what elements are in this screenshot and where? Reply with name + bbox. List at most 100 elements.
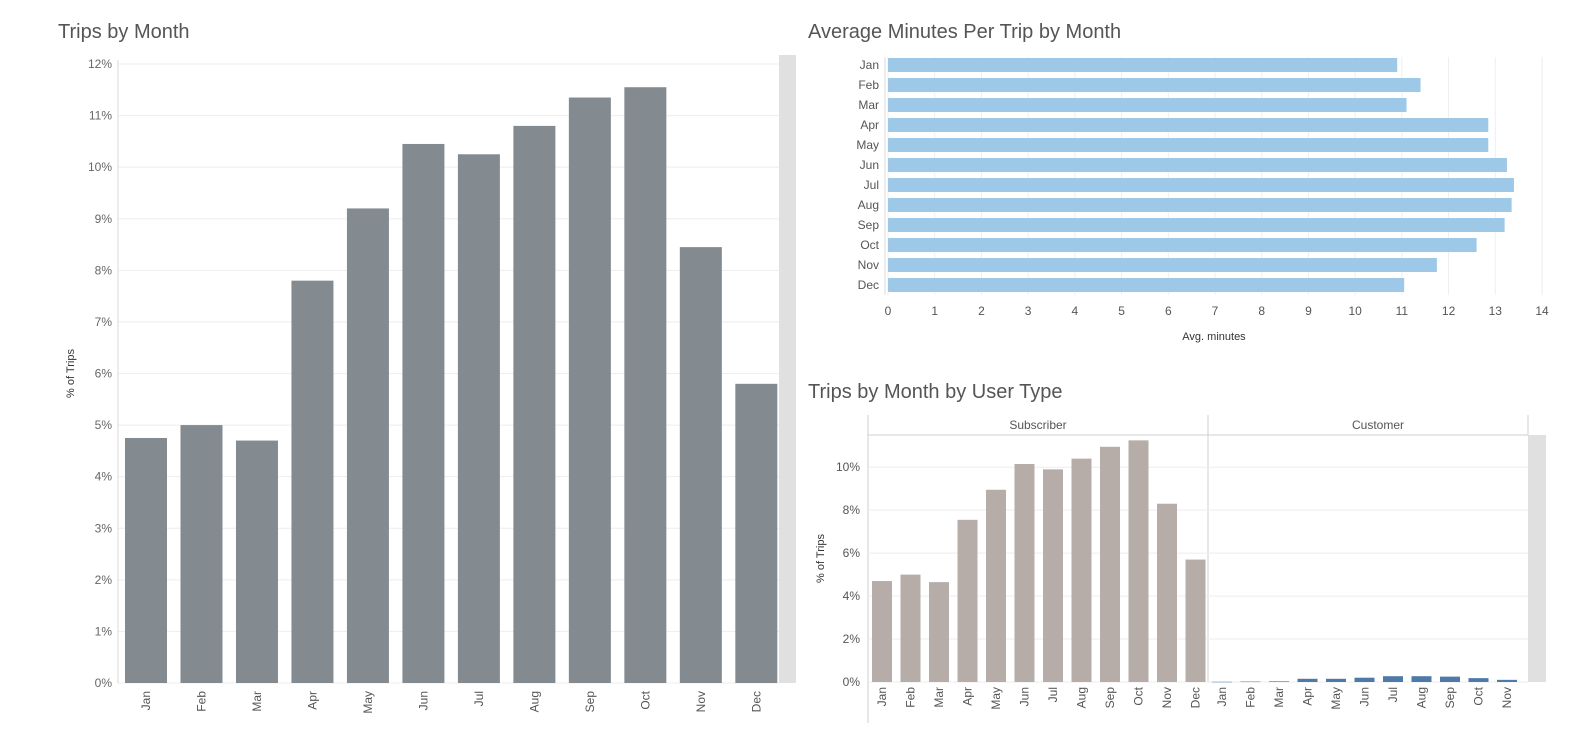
x-tick-label: Mar — [1272, 687, 1286, 708]
y-tick-label: 4% — [95, 470, 113, 484]
x-tick-label: Apr — [305, 691, 319, 710]
bar-subscriber-oct — [1128, 440, 1149, 682]
x-tick-label: 5 — [1118, 304, 1125, 318]
bar-apr — [291, 280, 334, 683]
x-tick-label: 10 — [1348, 304, 1362, 318]
bar-nov — [679, 247, 722, 683]
y-tick-label: 1% — [95, 624, 113, 638]
bar-customer-may — [1326, 678, 1346, 682]
y-tick-label: 0% — [95, 676, 113, 690]
bar-may — [346, 208, 389, 683]
y-tick-label: 3% — [95, 521, 113, 535]
y-tick-label: 4% — [843, 589, 861, 603]
y-tick-label: 8% — [95, 263, 113, 277]
bar-subscriber-mar — [929, 582, 949, 682]
x-tick-label: Jun — [1358, 687, 1372, 706]
bar-jan — [125, 437, 167, 683]
y-tick-label: Jan — [860, 58, 879, 72]
y-tick-label: 2% — [843, 632, 861, 646]
bar-customer-jan — [1212, 681, 1232, 683]
bar-nov — [888, 258, 1437, 272]
bar-subscriber-jul — [1043, 469, 1063, 682]
bar-mar — [235, 440, 278, 683]
x-tick-label: Aug — [1415, 687, 1429, 708]
x-tick-label: Jun — [416, 691, 430, 710]
x-tick-label: May — [361, 691, 375, 714]
y-tick-label: 7% — [95, 315, 113, 329]
x-tick-label: 6 — [1165, 304, 1172, 318]
x-tick-label: 8 — [1258, 304, 1265, 318]
bar-jul — [888, 178, 1514, 192]
x-tick-label: Sep — [1103, 687, 1117, 709]
y-tick-label: Nov — [858, 258, 879, 272]
x-tick-label: 7 — [1212, 304, 1219, 318]
x-tick-label: Aug — [1075, 687, 1089, 708]
bar-sep — [888, 218, 1505, 232]
bar-customer-mar — [1269, 681, 1289, 682]
x-tick-label: Feb — [194, 691, 208, 712]
y-tick-label: 2% — [95, 573, 113, 587]
x-tick-label: 0 — [885, 304, 892, 318]
bar-subscriber-dec — [1185, 559, 1206, 682]
bar-subscriber-feb — [900, 574, 921, 682]
x-tick-label: Dec — [1189, 687, 1203, 708]
bar-aug — [513, 125, 556, 683]
y-axis-label: % of Trips — [65, 349, 77, 398]
x-tick-label: Jan — [139, 691, 153, 710]
bar-customer-oct — [1468, 678, 1489, 682]
chart-title-by-user-type: Trips by Month by User Type — [808, 381, 1063, 403]
x-tick-label: Jul — [472, 691, 486, 706]
y-tick-label: 10% — [88, 160, 112, 174]
bar-jun — [402, 143, 445, 683]
bar-apr — [888, 118, 1489, 132]
bar-subscriber-jan — [872, 581, 892, 682]
bar-customer-apr — [1297, 678, 1318, 682]
x-tick-label: Oct — [1472, 686, 1486, 705]
y-tick-label: 5% — [95, 418, 113, 432]
bar-subscriber-apr — [957, 519, 978, 682]
x-tick-label: Mar — [932, 687, 946, 708]
facet-header: Subscriber — [1009, 418, 1066, 432]
y-tick-label: Dec — [858, 278, 879, 292]
y-tick-label: Aug — [858, 198, 879, 212]
x-tick-label: 13 — [1489, 304, 1503, 318]
x-tick-label: Oct — [1132, 686, 1146, 705]
x-tick-label: Sep — [583, 691, 597, 713]
y-tick-label: Oct — [860, 238, 879, 252]
x-tick-label: Mar — [250, 691, 264, 712]
x-tick-label: Jan — [1215, 687, 1229, 706]
x-tick-label: 12 — [1442, 304, 1456, 318]
chart-title-trips-by-month: Trips by Month — [58, 21, 190, 43]
chart-title-avg-minutes: Average Minutes Per Trip by Month — [808, 21, 1122, 43]
x-tick-label: Sep — [1443, 687, 1457, 709]
y-tick-label: Feb — [858, 78, 879, 92]
x-tick-label: Oct — [638, 690, 652, 709]
x-tick-label: Jul — [1386, 687, 1400, 702]
x-tick-label: Nov — [1160, 687, 1174, 708]
x-tick-label: 1 — [931, 304, 938, 318]
bar-subscriber-aug — [1071, 458, 1092, 682]
y-tick-label: 0% — [843, 675, 861, 689]
y-tick-label: 6% — [843, 546, 861, 560]
bar-subscriber-jun — [1014, 463, 1035, 682]
x-tick-label: 14 — [1535, 304, 1549, 318]
y-tick-label: 9% — [95, 212, 113, 226]
bar-mar — [888, 98, 1407, 112]
bar-customer-nov — [1497, 679, 1517, 682]
bar-jun — [888, 158, 1507, 172]
x-tick-label: Nov — [1500, 687, 1514, 708]
bar-aug — [888, 198, 1512, 212]
trips-by-user-type-chart: 0% 2% 4% 6% 8% 10% % of Trips Subscriber Jan Feb M… — [815, 415, 1546, 723]
x-tick-label: Aug — [527, 691, 541, 712]
y-tick-label: Mar — [858, 98, 879, 112]
y-tick-label: 11% — [89, 109, 112, 123]
bar-feb — [888, 78, 1421, 92]
bar-sep — [568, 97, 611, 683]
y-tick-label: 8% — [843, 503, 861, 517]
bar-subscriber-may — [986, 489, 1006, 682]
y-tick-label: 6% — [95, 367, 113, 381]
x-tick-label: Jan — [875, 687, 889, 706]
bar-customer-jun — [1354, 677, 1375, 682]
x-tick-label: Nov — [694, 691, 708, 712]
y-axis-label: % of Trips — [815, 534, 827, 583]
